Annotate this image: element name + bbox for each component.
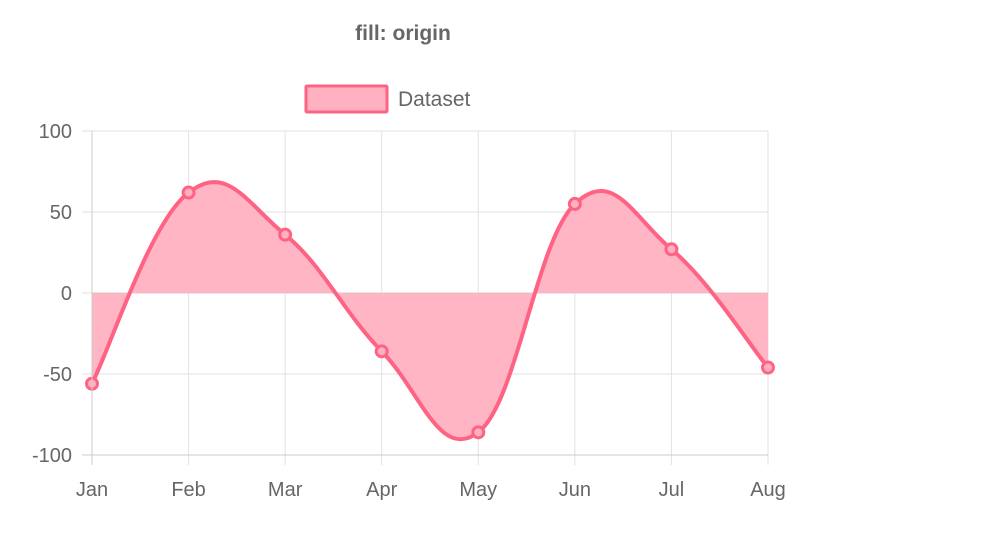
chart-title: fill: origin: [355, 22, 451, 45]
x-tick-label: Jun: [559, 479, 591, 501]
y-tick-label: 100: [39, 121, 72, 143]
data-point-apr[interactable]: [374, 344, 389, 359]
x-tick-label: Jan: [76, 479, 108, 501]
data-point-feb[interactable]: [181, 185, 196, 200]
y-tick-label: 0: [61, 283, 72, 305]
legend-swatch[interactable]: [304, 84, 389, 114]
series-area: [92, 182, 768, 440]
data-point-mar[interactable]: [278, 227, 293, 242]
x-tick-label: Mar: [268, 479, 303, 501]
y-tick-label: -50: [43, 364, 72, 386]
data-point-may[interactable]: [471, 425, 486, 440]
x-tick-label: Jul: [659, 479, 685, 501]
data-point-jun[interactable]: [567, 196, 582, 211]
data-point-aug[interactable]: [761, 360, 775, 375]
area-fill: [92, 182, 768, 440]
legend-label[interactable]: Dataset: [398, 88, 471, 111]
y-tick-label: -100: [32, 445, 72, 467]
x-tick-label: Feb: [171, 479, 205, 501]
x-tick-label: Apr: [366, 479, 397, 501]
x-tick-label: May: [459, 479, 497, 501]
legend[interactable]: Dataset: [304, 84, 471, 114]
data-point-jul[interactable]: [664, 242, 679, 257]
x-tick-label: Aug: [750, 479, 786, 501]
y-tick-label: 50: [50, 202, 72, 224]
